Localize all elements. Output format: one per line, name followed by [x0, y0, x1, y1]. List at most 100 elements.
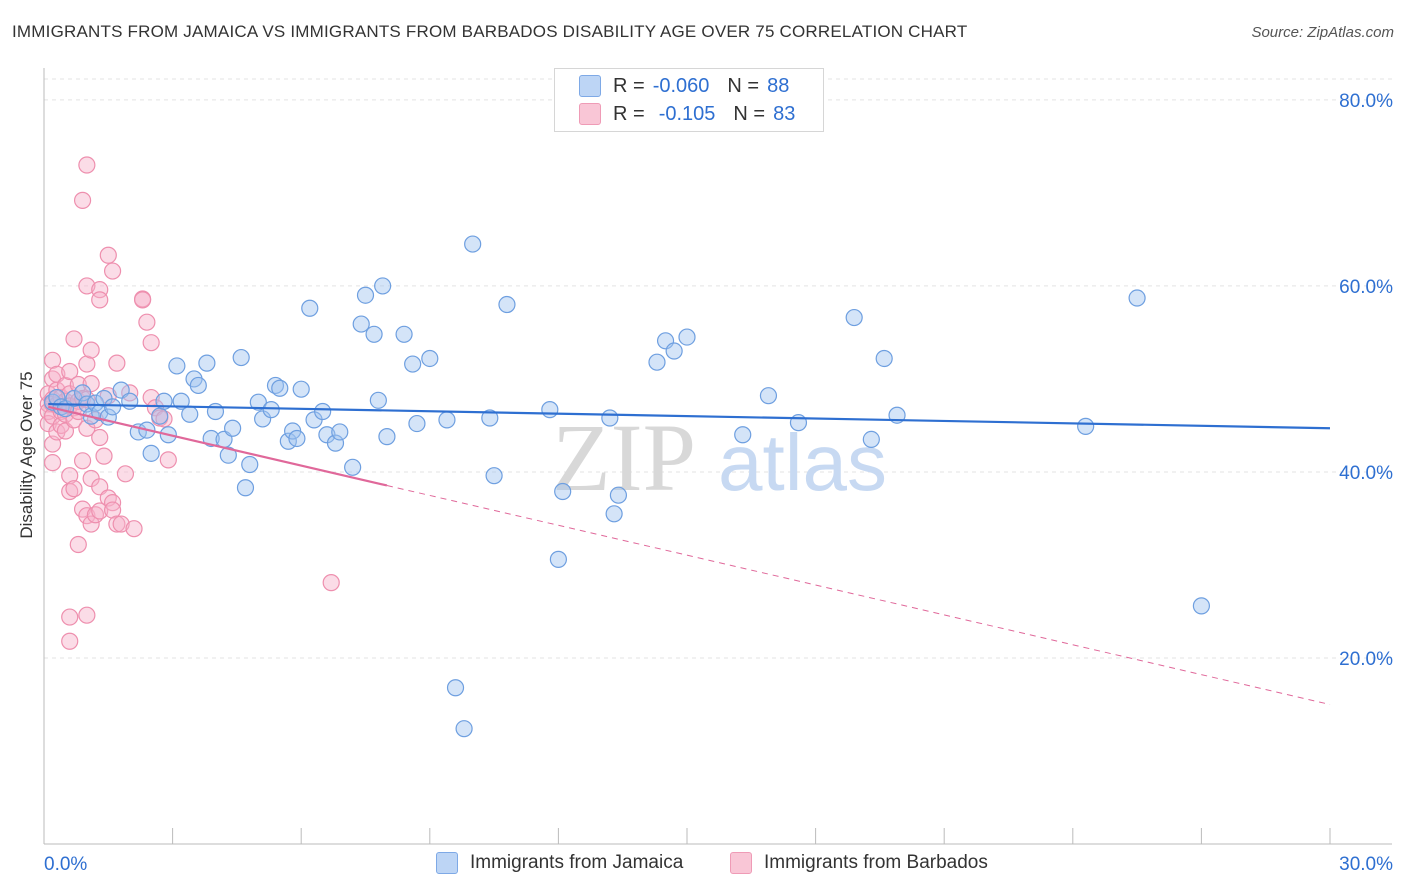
- legend-n-value-jamaica: 88: [767, 74, 790, 97]
- bottom-legend-label-jamaica: Immigrants from Jamaica: [470, 852, 684, 873]
- jamaica-point: [288, 429, 306, 448]
- legend-n-label: N =: [733, 102, 766, 125]
- source-label: Source: ZipAtlas.com: [1251, 24, 1394, 41]
- watermark: ZIP atlas: [552, 404, 887, 511]
- barbados-point: [103, 501, 122, 519]
- legend-row-barbados: R = -0.105 N = 83: [579, 101, 795, 127]
- jamaica-point: [365, 325, 383, 343]
- jamaica-point: [73, 384, 92, 402]
- legend-swatch-barbados: [579, 103, 601, 125]
- correlation-legend: R = -0.060 N = 88 R = -0.105 N = 83: [554, 68, 824, 132]
- barbados-point: [99, 246, 117, 264]
- jamaica-point: [121, 392, 139, 410]
- jamaica-point: [241, 455, 259, 474]
- jamaica-point: [549, 550, 568, 568]
- barbados-point: [65, 480, 83, 498]
- jamaica-point: [734, 426, 752, 444]
- jamaica-point: [314, 402, 332, 421]
- jamaica-point: [344, 458, 362, 476]
- jamaica-point: [232, 348, 250, 367]
- jamaica-point: [181, 405, 199, 423]
- jamaica-point: [395, 325, 413, 343]
- barbados-point: [78, 355, 96, 373]
- jamaica-point: [262, 401, 280, 419]
- barbados-point: [108, 515, 126, 533]
- jamaica-point: [609, 486, 628, 504]
- jamaica-point: [481, 409, 499, 427]
- barbados-point: [65, 330, 83, 348]
- legend-row-jamaica: R = -0.060 N = 88: [579, 73, 789, 99]
- barbados-point: [78, 606, 96, 624]
- x-tick-label-end: 30.0%: [1339, 854, 1393, 875]
- bottom-legend-jamaica: Immigrants from Jamaica: [436, 852, 683, 874]
- barbados-point: [78, 277, 96, 295]
- barbados-point: [108, 354, 126, 372]
- barbados-point: [138, 313, 156, 331]
- jamaica-point: [378, 428, 396, 446]
- axes: [43, 68, 1392, 845]
- jamaica-point: [236, 479, 255, 497]
- chart-title: IMMIGRANTS FROM JAMAICA VS IMMIGRANTS FR…: [12, 22, 968, 41]
- jamaica-point: [142, 444, 160, 462]
- barbados-point: [61, 362, 79, 381]
- watermark-zip: ZIP: [552, 404, 696, 511]
- barbados-point: [91, 428, 109, 447]
- barbados-point: [82, 515, 100, 533]
- barbados-point: [69, 535, 87, 554]
- trend-line-barbados-solid: [48, 405, 388, 487]
- series-jamaica-points: [43, 235, 1211, 738]
- jamaica-point: [446, 679, 465, 697]
- y-tick-label: 40.0%: [1339, 463, 1393, 484]
- bottom-legend-swatch-barbados: [730, 852, 752, 874]
- bottom-legend-barbados: Immigrants from Barbados: [730, 852, 988, 874]
- jamaica-point: [352, 315, 370, 333]
- y-tick-label: 20.0%: [1339, 649, 1393, 670]
- jamaica-point: [438, 411, 456, 429]
- jamaica-point: [292, 380, 310, 398]
- barbados-point: [69, 375, 87, 394]
- barbados-point: [82, 341, 100, 359]
- jamaica-point: [605, 505, 623, 523]
- jamaica-point: [601, 409, 619, 427]
- jamaica-point: [189, 376, 207, 395]
- legend-r-label: R =: [613, 74, 645, 97]
- jamaica-point: [168, 357, 186, 375]
- x-tick-labels: 0.0% 30.0%: [44, 854, 1393, 875]
- jamaica-point: [665, 342, 683, 360]
- jamaica-point: [219, 446, 237, 464]
- barbados-point: [91, 502, 109, 520]
- barbados-point: [322, 574, 340, 592]
- jamaica-point: [845, 308, 863, 327]
- jamaica-point: [331, 423, 349, 441]
- jamaica-point: [498, 295, 516, 314]
- jamaica-point: [485, 467, 503, 485]
- y-axis-label: Disability Age Over 75: [17, 371, 36, 539]
- jamaica-point: [224, 419, 242, 437]
- jamaica-point: [86, 394, 105, 412]
- jamaica-point: [198, 354, 216, 372]
- y-tick-label: 60.0%: [1339, 277, 1393, 298]
- jamaica-point: [369, 391, 387, 409]
- jamaica-point: [404, 355, 422, 373]
- bottom-legend-swatch-jamaica: [436, 852, 458, 874]
- jamaica-point: [421, 349, 439, 368]
- x-tick-label-start: 0.0%: [44, 854, 87, 875]
- legend-swatch-jamaica: [579, 75, 601, 97]
- jamaica-point: [1192, 597, 1211, 615]
- jamaica-point: [541, 401, 559, 419]
- barbados-point: [133, 291, 152, 309]
- jamaica-point: [455, 720, 473, 738]
- jamaica-point: [254, 410, 272, 428]
- jamaica-point: [1077, 417, 1095, 435]
- barbados-point: [78, 156, 96, 174]
- legend-n-label: N =: [727, 74, 760, 97]
- jamaica-point: [65, 389, 83, 408]
- trend-lines: [48, 402, 1331, 705]
- gridlines: [44, 78, 1392, 659]
- barbados-point: [61, 632, 79, 650]
- jamaica-point: [678, 328, 696, 346]
- barbados-point: [61, 608, 79, 626]
- jamaica-point: [1128, 289, 1146, 307]
- jamaica-point: [464, 235, 482, 253]
